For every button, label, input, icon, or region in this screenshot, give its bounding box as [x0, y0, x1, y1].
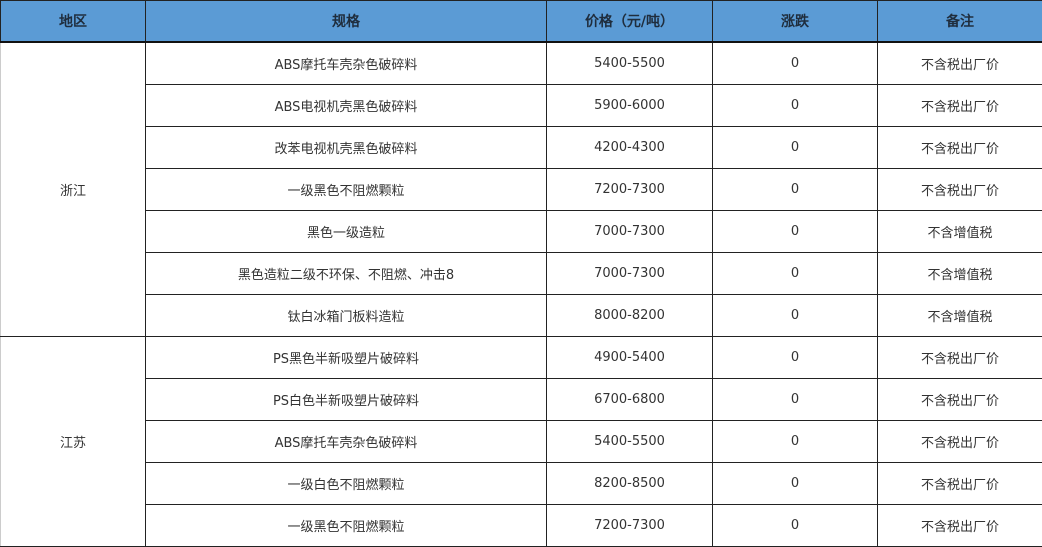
- change-cell: 0: [712, 336, 878, 379]
- table-row: 一级白色不阻燃颗粒 8200-8500 0 不含税出厂价: [1, 462, 1042, 505]
- change-cell: 0: [712, 168, 878, 211]
- spec-cell: ABS摩托车壳杂色破碎料: [145, 41, 547, 85]
- note-cell: 不含增值税: [877, 294, 1042, 337]
- change-cell: 0: [712, 462, 878, 505]
- change-cell: 0: [712, 210, 878, 253]
- spec-cell: PS白色半新吸塑片破碎料: [145, 378, 547, 421]
- spec-cell: 一级黑色不阻燃颗粒: [145, 504, 547, 547]
- price-cell: 7200-7300: [546, 168, 713, 211]
- header-change: 涨跌: [712, 0, 878, 43]
- change-cell: 0: [712, 294, 878, 337]
- price-cell: 7200-7300: [546, 504, 713, 547]
- table-row: 一级黑色不阻燃颗粒 7200-7300 0 不含税出厂价: [1, 168, 1042, 211]
- spec-cell: 一级黑色不阻燃颗粒: [145, 168, 547, 211]
- spec-cell: PS黑色半新吸塑片破碎料: [145, 336, 547, 379]
- note-cell: 不含税出厂价: [877, 462, 1042, 505]
- note-cell: 不含税出厂价: [877, 378, 1042, 421]
- region-cell: 江苏: [0, 336, 146, 547]
- change-cell: 0: [712, 420, 878, 463]
- note-cell: 不含税出厂价: [877, 168, 1042, 211]
- note-cell: 不含税出厂价: [877, 336, 1042, 379]
- table-row: PS白色半新吸塑片破碎料 6700-6800 0 不含税出厂价: [1, 378, 1042, 421]
- change-cell: 0: [712, 41, 878, 85]
- change-cell: 0: [712, 126, 878, 169]
- header-note: 备注: [877, 0, 1042, 43]
- price-cell: 8200-8500: [546, 462, 713, 505]
- price-cell: 7000-7300: [546, 252, 713, 295]
- spec-cell: 一级白色不阻燃颗粒: [145, 462, 547, 505]
- note-cell: 不含税出厂价: [877, 420, 1042, 463]
- table-row: 改苯电视机壳黑色破碎料 4200-4300 0 不含税出厂价: [1, 126, 1042, 169]
- price-cell: 5400-5500: [546, 41, 713, 85]
- table-row: 黑色造粒二级不环保、不阻燃、冲击8 7000-7300 0 不含增值税: [1, 252, 1042, 295]
- price-cell: 5900-6000: [546, 84, 713, 127]
- table-row: ABS电视机壳黑色破碎料 5900-6000 0 不含税出厂价: [1, 84, 1042, 127]
- note-cell: 不含增值税: [877, 210, 1042, 253]
- note-cell: 不含税出厂价: [877, 41, 1042, 85]
- spec-cell: 钛白冰箱门板料造粒: [145, 294, 547, 337]
- note-cell: 不含税出厂价: [877, 84, 1042, 127]
- spec-cell: ABS电视机壳黑色破碎料: [145, 84, 547, 127]
- header-row: 地区 规格 价格（元/吨） 涨跌 备注: [0, 0, 1042, 43]
- header-price: 价格（元/吨）: [546, 0, 713, 43]
- note-cell: 不含税出厂价: [877, 126, 1042, 169]
- change-cell: 0: [712, 84, 878, 127]
- change-cell: 0: [712, 252, 878, 295]
- note-cell: 不含增值税: [877, 252, 1042, 295]
- price-cell: 4200-4300: [546, 126, 713, 169]
- note-cell: 不含税出厂价: [877, 504, 1042, 547]
- spec-cell: 黑色造粒二级不环保、不阻燃、冲击8: [145, 252, 547, 295]
- header-region: 地区: [0, 0, 146, 43]
- table-row: 钛白冰箱门板料造粒 8000-8200 0 不含增值税: [1, 294, 1042, 337]
- table-row: 江苏 PS黑色半新吸塑片破碎料 4900-5400 0 不含税出厂价: [0, 336, 1042, 547]
- spec-cell: 黑色一级造粒: [145, 210, 547, 253]
- table-row: ABS摩托车壳杂色破碎料 5400-5500 0 不含税出厂价: [1, 420, 1042, 463]
- price-cell: 5400-5500: [546, 420, 713, 463]
- price-cell: 7000-7300: [546, 210, 713, 253]
- spec-cell: ABS摩托车壳杂色破碎料: [145, 420, 547, 463]
- table-row: 一级黑色不阻燃颗粒 7200-7300 0 不含税出厂价: [1, 504, 1042, 547]
- change-cell: 0: [712, 378, 878, 421]
- table-row: 浙江 ABS摩托车壳杂色破碎料 5400-5500 0 不含税出厂价: [0, 41, 1042, 337]
- price-cell: 8000-8200: [546, 294, 713, 337]
- price-cell: 6700-6800: [546, 378, 713, 421]
- change-cell: 0: [712, 504, 878, 547]
- region-cell: 浙江: [0, 41, 146, 337]
- header-spec: 规格: [145, 0, 547, 43]
- spec-cell: 改苯电视机壳黑色破碎料: [145, 126, 547, 169]
- table-row: 黑色一级造粒 7000-7300 0 不含增值税: [1, 210, 1042, 253]
- price-cell: 4900-5400: [546, 336, 713, 379]
